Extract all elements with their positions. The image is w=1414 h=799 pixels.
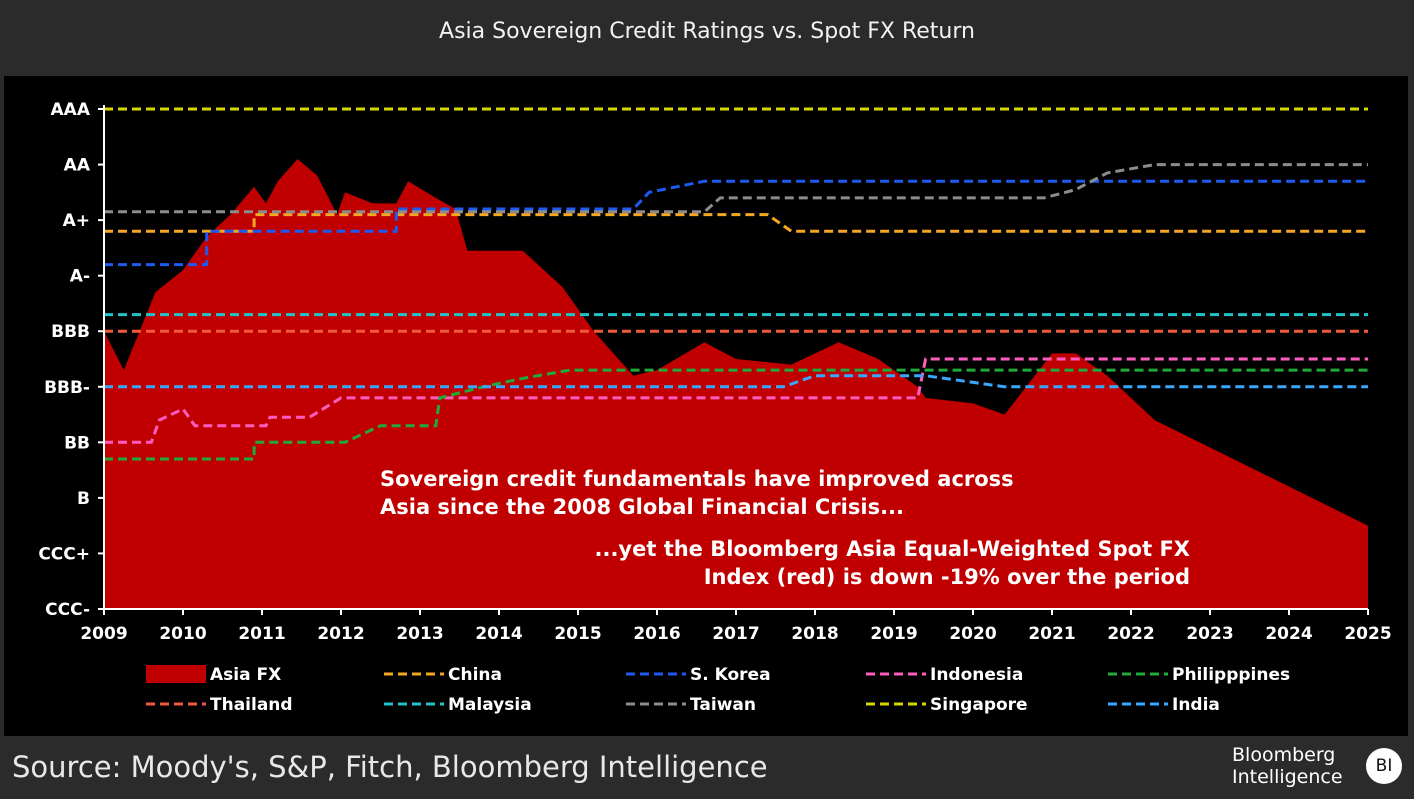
x-tick-label: 2021 — [1028, 624, 1075, 644]
x-tick-label: 2024 — [1265, 624, 1312, 644]
x-tick-label: 2012 — [317, 624, 364, 644]
brand-line-1: Bloomberg — [1232, 744, 1336, 766]
x-tick-label: 2020 — [949, 624, 996, 644]
legend-label: Philipppines — [1172, 665, 1290, 685]
annotation-text: ...yet the Bloomberg Asia Equal-Weighted… — [594, 537, 1190, 561]
x-tick-label: 2025 — [1344, 624, 1391, 644]
annotation-text: Sovereign credit fundamentals have impro… — [380, 467, 1014, 491]
y-tick-label: BBB — [51, 322, 90, 342]
annotation-text: Asia since the 2008 Global Financial Cri… — [380, 495, 904, 519]
area-asia-fx — [104, 159, 1368, 609]
legend-label: India — [1172, 695, 1220, 715]
series-line-indonesia — [104, 357, 1368, 444]
x-tick-label: 2013 — [396, 624, 443, 644]
series-line-india — [104, 374, 1368, 389]
x-tick-label: 2019 — [870, 624, 917, 644]
y-tick-label: B — [77, 489, 90, 509]
brand-logo: Bloomberg Intelligence — [1232, 744, 1343, 788]
chart-panel: CCC- CCC+ B BB BBB- BBB A- A+ AA AAA 2009 2010 2011 2… — [4, 76, 1408, 736]
y-tick-label: A+ — [63, 211, 90, 231]
series-line-taiwan — [104, 163, 1368, 214]
x-tick-label: 2015 — [554, 624, 601, 644]
footer: Source: Moody's, S&P, Fitch, Bloomberg I… — [0, 738, 1414, 799]
series-line-philipppines — [104, 368, 1368, 461]
annotation-text: Index (red) is down -19% over the period — [704, 565, 1190, 589]
x-tick-label: 2011 — [238, 624, 285, 644]
legend-label: Indonesia — [930, 665, 1023, 685]
x-tick-label: 2022 — [1107, 624, 1154, 644]
legend-swatch-asia-fx — [146, 665, 206, 683]
y-tick-label: CCC- — [45, 600, 90, 620]
brand-line-2: Intelligence — [1232, 766, 1343, 788]
x-tick-label: 2010 — [159, 624, 206, 644]
x-tick-label: 2017 — [712, 624, 759, 644]
series-line-china — [104, 213, 1368, 233]
bi-badge-icon: BI — [1366, 748, 1402, 784]
x-tick-label: 2018 — [791, 624, 838, 644]
legend-label: Taiwan — [690, 695, 756, 715]
source-note: Source: Moody's, S&P, Fitch, Bloomberg I… — [12, 750, 768, 784]
x-tick-label: 2014 — [475, 624, 522, 644]
y-tick-label: BB — [64, 433, 90, 453]
y-tick-label: A- — [70, 267, 90, 287]
y-tick-label: AAA — [51, 100, 91, 120]
legend-label: Thailand — [210, 695, 293, 715]
y-tick-label: AA — [64, 156, 91, 176]
y-tick-label: CCC+ — [38, 544, 90, 564]
legend-label: Malaysia — [448, 695, 532, 715]
chart-title: Asia Sovereign Credit Ratings vs. Spot F… — [439, 18, 975, 44]
x-tick-label: 2023 — [1186, 624, 1233, 644]
legend-label: Asia FX — [210, 665, 281, 685]
legend-label: Singapore — [930, 695, 1028, 715]
legend-label: China — [448, 665, 502, 685]
x-tick-label: 2009 — [80, 624, 127, 644]
series-line-s-korea — [104, 179, 1368, 267]
x-tick-label: 2016 — [633, 624, 680, 644]
y-tick-label: BBB- — [44, 378, 90, 398]
legend-label: S. Korea — [690, 665, 771, 685]
title-bar: Asia Sovereign Credit Ratings vs. Spot F… — [0, 0, 1414, 62]
